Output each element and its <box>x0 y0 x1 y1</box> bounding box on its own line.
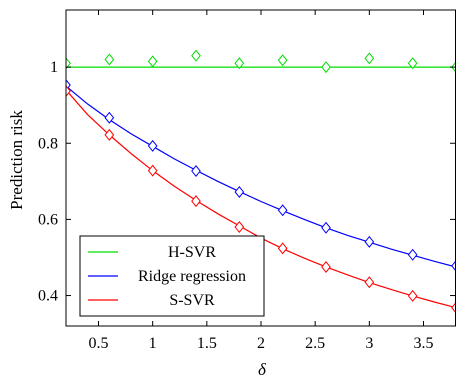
x-axis-label: δ <box>258 360 267 379</box>
data-point-ridge-regression <box>277 204 288 217</box>
y-axis-label: Prediction risk <box>7 110 26 210</box>
y-tick-label: 0.8 <box>38 135 58 152</box>
x-tick-label: 1 <box>149 335 157 352</box>
x-tick-label: 3 <box>365 335 373 352</box>
data-point-s-svr <box>451 301 456 314</box>
plot-area <box>66 49 456 314</box>
data-point-ridge-regression <box>234 185 245 198</box>
data-point-h-svr <box>364 52 375 65</box>
x-tick-label: 2.5 <box>305 335 325 352</box>
legend-label-ridge-regression: Ridge regression <box>138 268 246 285</box>
legend-label-h-svr: H-SVR <box>168 244 216 261</box>
x-tick-label: 1.5 <box>197 335 217 352</box>
data-point-h-svr <box>147 55 158 68</box>
y-tick-label: 1 <box>50 59 58 76</box>
data-point-h-svr <box>191 49 201 62</box>
data-point-s-svr <box>277 242 288 255</box>
data-point-ridge-regression <box>451 259 456 272</box>
series-line-ridge-regression <box>66 85 456 268</box>
data-point-s-svr <box>321 260 331 273</box>
data-point-h-svr <box>277 54 288 67</box>
data-point-h-svr <box>321 61 331 74</box>
data-point-ridge-regression <box>364 235 375 248</box>
data-point-ridge-regression <box>407 248 418 261</box>
data-point-h-svr <box>407 57 418 70</box>
x-tick-label: 2 <box>257 335 265 352</box>
data-point-ridge-regression <box>104 111 115 124</box>
data-point-s-svr <box>191 195 201 208</box>
series-group <box>66 49 456 314</box>
data-point-ridge-regression <box>321 221 331 234</box>
data-point-s-svr <box>104 128 115 141</box>
data-point-h-svr <box>66 57 71 70</box>
data-point-s-svr <box>66 85 71 98</box>
y-tick-label: 0.6 <box>38 211 58 228</box>
data-point-s-svr <box>147 164 158 177</box>
legend: H-SVR Ridge regression S-SVR <box>79 235 265 317</box>
legend-label-s-svr: S-SVR <box>169 292 215 309</box>
data-point-s-svr <box>234 221 245 234</box>
data-point-ridge-regression <box>147 139 158 152</box>
data-point-h-svr <box>234 57 245 70</box>
data-point-s-svr <box>364 276 375 289</box>
data-point-h-svr <box>104 53 115 66</box>
x-tick-label: 0.5 <box>89 335 109 352</box>
x-tick-label: 3.5 <box>414 335 434 352</box>
data-point-ridge-regression <box>191 165 201 178</box>
data-point-s-svr <box>407 289 418 302</box>
y-tick-label: 0.4 <box>38 288 58 305</box>
